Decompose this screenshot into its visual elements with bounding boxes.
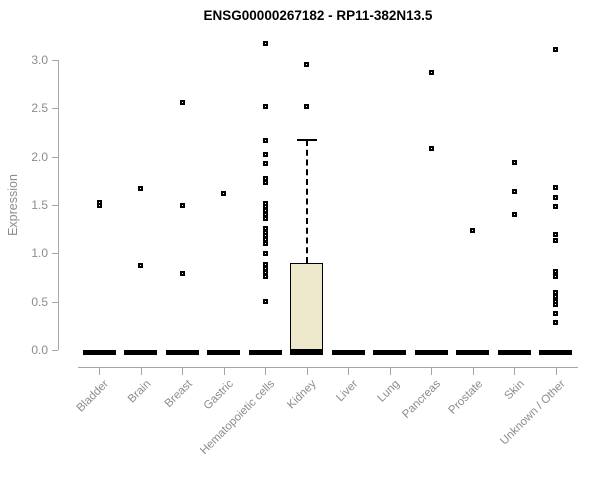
x-axis-tick — [140, 367, 142, 375]
x-tick-label: Bladder — [74, 378, 112, 415]
data-point-marker — [553, 194, 558, 200]
median-bar — [539, 350, 572, 355]
x-tick-label: Lung — [375, 378, 402, 405]
data-point-marker — [511, 188, 517, 194]
y-axis-tick — [52, 253, 58, 255]
data-point-marker — [262, 216, 268, 222]
x-axis-tick — [306, 367, 308, 375]
median-bar — [331, 350, 365, 355]
x-axis-tick — [431, 367, 432, 375]
data-point-marker — [179, 203, 185, 209]
data-point-marker — [553, 294, 558, 300]
y-axis-tick — [52, 301, 58, 303]
data-point-marker — [511, 212, 517, 218]
y-axis-tick — [52, 350, 58, 351]
y-tick-label: 1.5 — [31, 197, 48, 212]
data-point-marker — [470, 227, 475, 233]
whisker-line — [305, 140, 308, 263]
data-point-marker — [138, 186, 143, 192]
x-tick-label: Skin — [502, 378, 527, 403]
data-point-marker — [553, 185, 558, 191]
x-axis-tick — [265, 367, 266, 375]
data-point-marker — [553, 232, 558, 238]
data-point-marker — [262, 41, 268, 47]
x-axis-tick — [99, 367, 100, 375]
x-tick-label: Breast — [162, 378, 195, 410]
data-point-marker — [179, 271, 185, 277]
data-point-marker — [428, 70, 434, 76]
y-tick-label: 3.0 — [31, 52, 48, 67]
data-point-marker — [138, 263, 143, 269]
data-point-marker — [262, 180, 268, 186]
x-tick-label: Prostate — [446, 378, 485, 417]
whisker-cap — [296, 139, 317, 142]
y-axis-line — [58, 59, 59, 350]
data-point-marker — [511, 159, 517, 165]
x-axis-tick — [223, 367, 225, 375]
y-axis-tick — [52, 108, 58, 110]
data-point-marker — [553, 269, 558, 275]
median-bar — [124, 350, 157, 355]
x-tick-label: Kidney — [285, 378, 319, 412]
median-bar — [290, 350, 323, 355]
data-point-marker — [553, 310, 558, 316]
data-point-marker — [553, 302, 558, 308]
x-tick-label: Pancreas — [400, 378, 444, 421]
x-axis-tick — [555, 367, 557, 375]
median-bar — [456, 350, 489, 355]
data-point-marker — [262, 274, 268, 280]
data-point-marker — [304, 103, 309, 109]
x-axis-tick — [472, 367, 474, 375]
data-point-marker — [221, 190, 226, 196]
data-point-marker — [553, 238, 558, 244]
y-tick-label: 2.5 — [31, 101, 48, 116]
x-tick-label: Hematopoietic cells — [198, 378, 278, 457]
box-body — [290, 262, 323, 350]
x-axis-tick — [514, 367, 515, 375]
data-point-marker — [262, 137, 268, 143]
x-axis-line — [78, 367, 578, 368]
median-bar — [414, 350, 448, 355]
data-point-marker — [304, 62, 309, 68]
data-point-marker — [262, 103, 268, 109]
x-axis-tick — [389, 367, 391, 375]
data-point-marker — [262, 152, 268, 158]
y-axis-tick — [52, 156, 58, 158]
median-bar — [497, 350, 531, 355]
x-tick-label: Gastric — [201, 378, 236, 413]
x-tick-label: Liver — [334, 378, 361, 405]
x-axis-tick — [348, 367, 349, 375]
median-bar — [248, 350, 282, 355]
median-bar — [82, 350, 116, 355]
y-tick-label: 2.0 — [31, 149, 48, 164]
data-point-marker — [553, 320, 558, 326]
data-point-marker — [428, 146, 434, 152]
median-bar — [207, 350, 240, 355]
data-point-marker — [96, 203, 102, 209]
y-axis-tick — [52, 204, 58, 206]
data-point-marker — [262, 299, 268, 305]
data-point-marker — [262, 250, 268, 256]
y-tick-label: 0.5 — [31, 294, 48, 309]
median-bar — [373, 350, 406, 355]
y-tick-label: 0.0 — [31, 343, 48, 357]
data-point-marker — [553, 274, 558, 280]
median-bar — [165, 350, 199, 355]
chart-title: ENSG00000267182 - RP11-382N13.5 — [203, 8, 433, 23]
x-axis-tick — [182, 367, 183, 375]
data-point-marker — [179, 100, 185, 106]
data-point-marker — [553, 204, 558, 210]
y-tick-label: 1.0 — [31, 246, 48, 261]
data-point-marker — [262, 241, 268, 247]
x-tick-label: Brain — [125, 378, 153, 406]
data-point-marker — [553, 46, 558, 52]
y-axis-tick — [52, 59, 58, 61]
data-point-marker — [262, 160, 268, 166]
